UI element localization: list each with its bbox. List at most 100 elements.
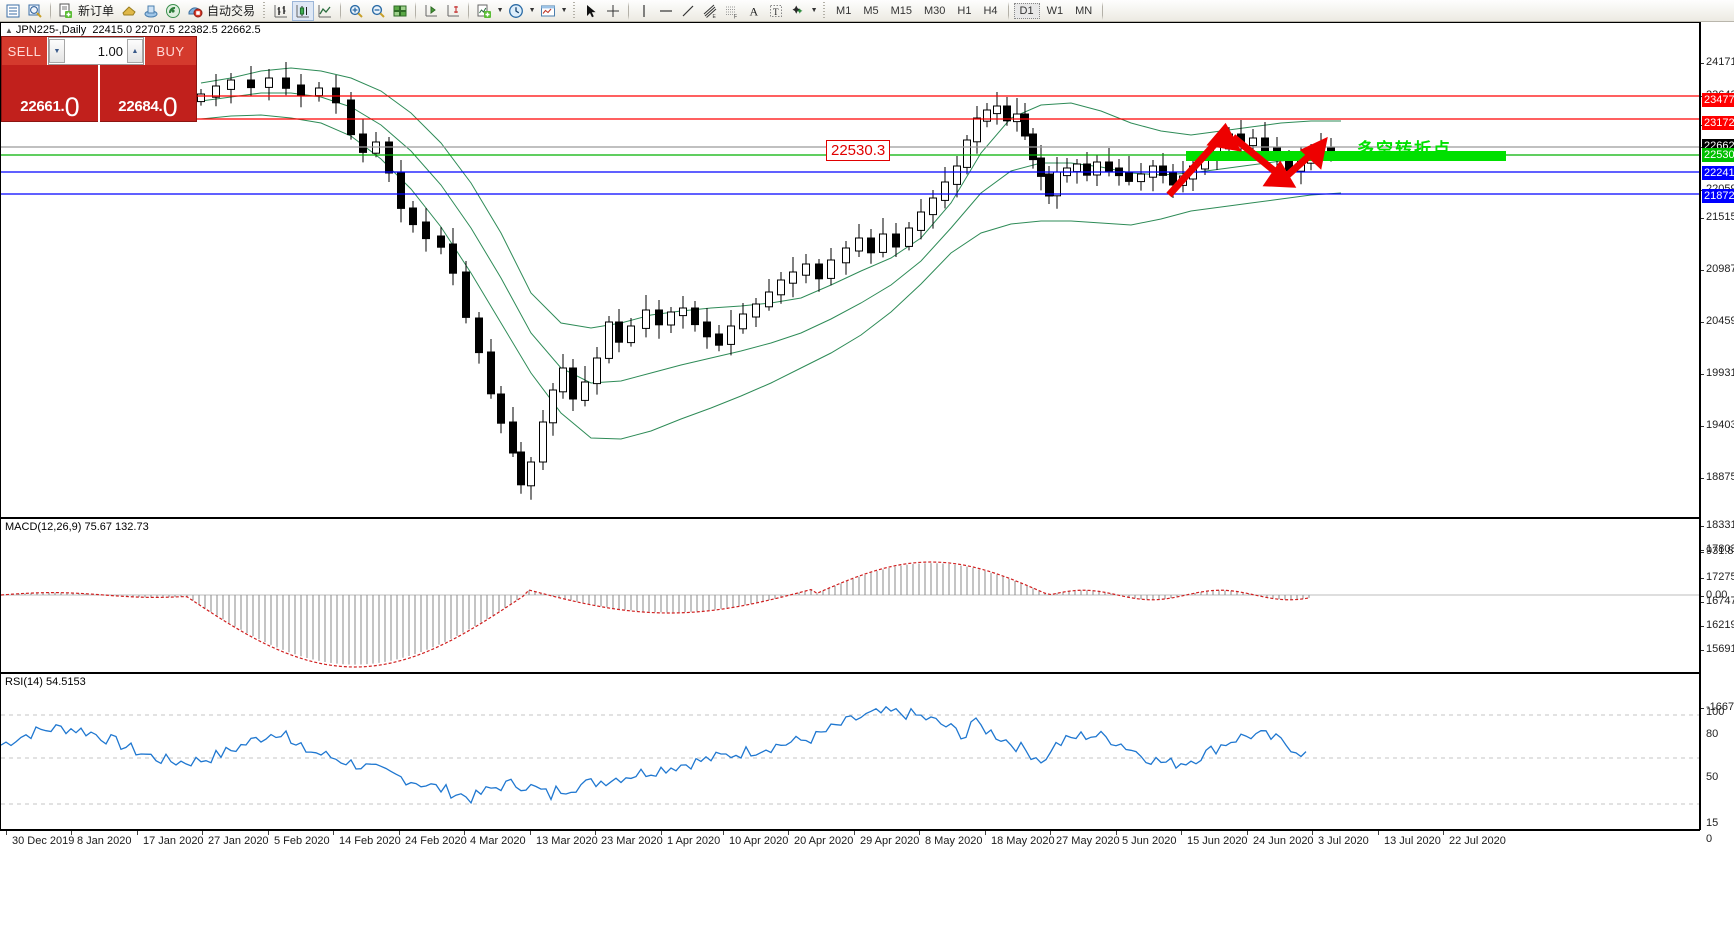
- time-tick: [399, 831, 400, 835]
- time-tick: [1247, 831, 1248, 835]
- collapse-triangle-icon[interactable]: ▲: [5, 26, 13, 35]
- sell-button[interactable]: SELL: [2, 37, 48, 65]
- chart-shift-icon[interactable]: [442, 1, 464, 21]
- macd-pane-label: MACD(12,26,9) 75.67 132.73: [5, 521, 149, 533]
- price-tag-resistance[interactable]: 23477.5: [1702, 93, 1734, 107]
- time-tick: [919, 831, 920, 835]
- fibonacci-retracement-icon[interactable]: F: [721, 1, 743, 21]
- buy-price-integer: 22684: [118, 98, 159, 115]
- svg-text:A: A: [750, 4, 759, 18]
- trendline-icon[interactable]: [677, 1, 699, 21]
- auto-scroll-icon[interactable]: [420, 1, 442, 21]
- timeframe-m5[interactable]: M5: [863, 4, 879, 17]
- cursor-icon[interactable]: [580, 1, 602, 21]
- time-label: 4 Mar 2020: [470, 835, 526, 847]
- price-pane[interactable]: [0, 22, 1700, 518]
- auto-trading-icon[interactable]: [184, 1, 206, 21]
- toolbar-separator: [50, 1, 51, 20]
- price-box-annotation[interactable]: 22530.3: [826, 140, 891, 161]
- time-scale[interactable]: 30 Dec 2019 8 Jan 2020 17 Jan 2020 27 Jan 2…: [0, 830, 1700, 850]
- auto-trading-label[interactable]: 自动交易: [207, 4, 256, 18]
- zoom-out-icon[interactable]: [367, 1, 389, 21]
- price-tag-support[interactable]: 22241.3: [1702, 166, 1734, 180]
- timeframe-d1[interactable]: D1: [1013, 2, 1040, 19]
- crosshair-icon[interactable]: [602, 1, 624, 21]
- tile-windows-icon[interactable]: [389, 1, 411, 21]
- toolbar-grip[interactable]: [262, 1, 268, 20]
- text-label-icon[interactable]: T: [765, 1, 787, 21]
- objects-icon[interactable]: [787, 1, 809, 21]
- templates-icon[interactable]: [537, 1, 559, 21]
- sell-price[interactable]: 22661. 0: [2, 65, 98, 122]
- bar-chart-icon[interactable]: [270, 1, 292, 21]
- timeframe-m15[interactable]: M15: [890, 4, 912, 17]
- time-tick: [595, 831, 596, 835]
- add-indicator-icon[interactable]: [473, 1, 495, 21]
- rsi-pane[interactable]: RSI(14) 54.5153: [0, 673, 1700, 830]
- time-label: 18 May 2020: [991, 835, 1055, 847]
- timeframe-mn[interactable]: MN: [1075, 4, 1093, 17]
- terminal-icon[interactable]: [2, 1, 24, 21]
- price-tag-support[interactable]: 21872.1: [1702, 189, 1734, 203]
- vertical-line-icon[interactable]: [633, 1, 655, 21]
- market-watch-icon[interactable]: [24, 1, 46, 21]
- chevron-down-icon-3[interactable]: ▼: [560, 7, 568, 14]
- chevron-down-icon[interactable]: ▼: [496, 7, 504, 14]
- volume-increase-button[interactable]: ▲: [127, 39, 143, 63]
- timeframe-w1[interactable]: W1: [1046, 4, 1064, 17]
- timeframe-m30[interactable]: M30: [924, 4, 946, 17]
- toolbar-grip-3[interactable]: [822, 1, 828, 20]
- timeframe-m1[interactable]: M1: [836, 4, 852, 17]
- price-tag-pivot[interactable]: 22530.3: [1702, 148, 1734, 162]
- time-tick: [268, 831, 269, 835]
- signals-icon[interactable]: [162, 1, 184, 21]
- volume-decrease-button[interactable]: ▼: [49, 39, 65, 63]
- sell-price-fraction: 0: [64, 92, 80, 122]
- time-tick: [985, 831, 986, 835]
- candlestick-chart-icon[interactable]: [292, 0, 315, 21]
- time-label: 8 May 2020: [925, 835, 983, 847]
- zoom-in-icon[interactable]: [345, 1, 367, 21]
- time-tick: [1378, 831, 1379, 835]
- time-tick: [137, 831, 138, 835]
- chinese-annotation[interactable]: 多空转折点: [1357, 140, 1452, 160]
- time-label: 13 Jul 2020: [1384, 835, 1441, 847]
- time-label: 3 Jul 2020: [1318, 835, 1369, 847]
- horizontal-line-icon[interactable]: [655, 1, 677, 21]
- new-order-icon[interactable]: [55, 1, 77, 21]
- time-tick: [1116, 831, 1117, 835]
- time-tick: [854, 831, 855, 835]
- one-click-prices-row: 22661. 0 22684. 0: [2, 65, 196, 122]
- price-scale[interactable]: 24171.023643.023115.022587.022059.021515…: [1700, 22, 1734, 845]
- volume-input[interactable]: 1.00: [97, 43, 123, 59]
- time-tick: [1443, 831, 1444, 835]
- line-chart-icon[interactable]: [314, 1, 336, 21]
- toolbar-grip-2[interactable]: [572, 1, 578, 20]
- time-label: 15 Jun 2020: [1187, 835, 1248, 847]
- chevron-down-icon-4[interactable]: ▼: [810, 7, 818, 14]
- time-tick: [71, 831, 72, 835]
- text-icon[interactable]: A: [743, 1, 765, 21]
- buy-price-fraction: 0: [162, 92, 178, 122]
- buy-button[interactable]: BUY: [144, 37, 196, 65]
- time-tick: [530, 831, 531, 835]
- chevron-down-icon-2[interactable]: ▼: [528, 7, 536, 14]
- main-toolbar: 新订单 自动交易: [0, 0, 1734, 22]
- one-click-trading-panel[interactable]: SELL ▼ 1.00 ▲ BUY 22661. 0 22684. 0: [1, 36, 197, 122]
- timeframe-h1[interactable]: H1: [957, 4, 972, 17]
- time-label: 27 May 2020: [1056, 835, 1120, 847]
- new-order-label[interactable]: 新订单: [78, 4, 115, 18]
- open-data-icon[interactable]: [140, 1, 162, 21]
- volume-stepper[interactable]: ▼ 1.00 ▲: [48, 37, 144, 65]
- time-tick: [1312, 831, 1313, 835]
- price-tag-resistance[interactable]: 23172.5: [1702, 116, 1734, 130]
- buy-price[interactable]: 22684. 0: [100, 65, 196, 122]
- toolbar-separator-3: [415, 1, 417, 20]
- chart-area[interactable]: MACD(12,26,9) 75.67 132.73 RSI(14) 54.51…: [0, 22, 1734, 943]
- macd-pane[interactable]: MACD(12,26,9) 75.67 132.73: [0, 518, 1700, 673]
- period-icon[interactable]: [505, 1, 527, 21]
- history-icon[interactable]: [118, 1, 140, 21]
- equidistant-channel-icon[interactable]: E: [699, 1, 721, 21]
- timeframe-h4[interactable]: H4: [983, 4, 998, 17]
- time-tick: [464, 831, 465, 835]
